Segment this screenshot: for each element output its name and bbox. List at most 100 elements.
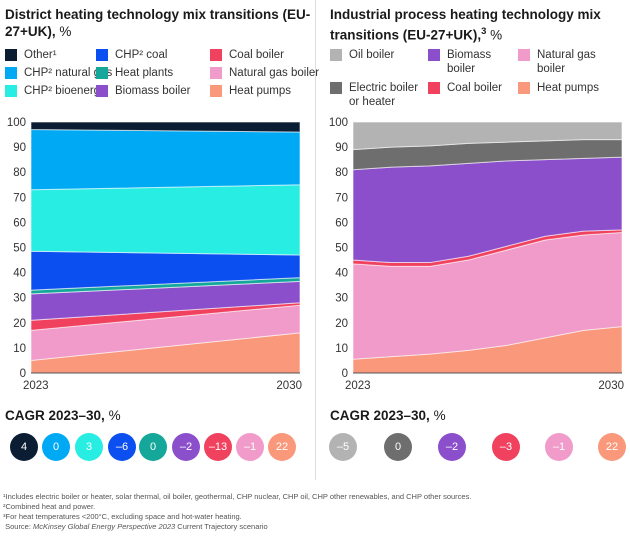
legend-label: CHP² bioenergy [24, 85, 106, 97]
legend-label: Coal boiler [229, 49, 284, 61]
cagr-badge-electric-boiler-or-heater: 0 [384, 433, 412, 461]
cagr-badge-biomass-boiler: –2 [172, 433, 200, 461]
footnote-2: ²Combined heat and power. [3, 502, 96, 511]
legend-label: Electric boiler or heater [349, 82, 419, 108]
legend-label: Natural gas boiler [537, 49, 596, 75]
right-chart-title: Industrial process heating technology mi… [330, 6, 630, 44]
y-tick-label: 40 [335, 268, 348, 280]
legend-swatch [518, 49, 530, 61]
y-tick-label: 50 [335, 243, 348, 255]
cagr-badge-coal-boiler: –13 [204, 433, 232, 461]
area-chp-natural-gas [30, 129, 301, 191]
cagr-badge-heat-pumps: 22 [598, 433, 626, 461]
legend-item-electric-boiler-or-heater: Electric boiler or heater [330, 81, 421, 109]
cagr-badge-coal-boiler: –3 [492, 433, 520, 461]
cagr-badge-natural-gas-boiler: –1 [545, 433, 573, 461]
legend-label: Heat plants [115, 67, 174, 79]
cagr-badge-other: 4 [10, 433, 38, 461]
x-tick-label: 2023 [23, 380, 49, 392]
y-tick-label: 80 [335, 167, 348, 179]
footnote-ref: 3 [481, 26, 487, 37]
y-tick-label: 70 [335, 192, 348, 204]
legend-swatch [96, 49, 108, 61]
x-tick-label: 2030 [276, 380, 302, 392]
y-tick-label: 40 [13, 268, 26, 280]
title-text: District heating technology mix transiti… [5, 7, 311, 39]
cagr-badge-heat-plants: 0 [139, 433, 167, 461]
y-tick-label: 30 [13, 293, 26, 305]
footnotes: ¹Includes electric boiler or heater, sol… [3, 492, 471, 532]
legend-label: CHP² natural gas [24, 67, 113, 79]
y-tick-label: 0 [342, 368, 348, 380]
legend-label: Heat pumps [537, 82, 600, 94]
cagr-badge-chp-coal: –6 [108, 433, 136, 461]
left-chart-title: District heating technology mix transiti… [5, 6, 315, 40]
legend-swatch [518, 82, 530, 94]
legend-item-heat-plants: Heat plants [96, 66, 173, 80]
area-oil-boiler [352, 121, 623, 151]
source: Source: McKinsey Global Energy Perspecti… [3, 522, 471, 532]
y-tick-label: 90 [335, 142, 348, 154]
y-tick-label: 100 [7, 117, 26, 129]
area-chp-bioenergy [30, 184, 301, 256]
legend-label: Coal boiler [447, 82, 502, 94]
legend-item-coal-boiler: Coal boiler [210, 48, 284, 62]
footnote-3: ³For heat temperatures <200°C, excluding… [3, 512, 242, 521]
source-suffix: Current Trajectory scenario [175, 522, 268, 531]
cagr-badge-oil-boiler: –5 [329, 433, 357, 461]
legend-item-chp-coal: CHP² coal [96, 48, 167, 62]
cagr-badge-chp-natural-gas: 0 [42, 433, 70, 461]
title-unit: % [59, 24, 72, 39]
y-tick-label: 30 [335, 293, 348, 305]
legend-label: Other¹ [24, 49, 57, 61]
legend-swatch [96, 67, 108, 79]
y-tick-label: 50 [13, 243, 26, 255]
legend-swatch [330, 82, 342, 94]
legend-item-oil-boiler: Oil boiler [330, 48, 421, 62]
left-cagr-title: CAGR 2023–30, % [5, 408, 121, 423]
legend-swatch [210, 67, 222, 79]
source-prefix: Source: [5, 522, 34, 531]
title-text: Industrial process heating technology mi… [330, 7, 601, 43]
footnote-1: ¹Includes electric boiler or heater, sol… [3, 492, 472, 501]
cagr-unit: % [433, 408, 446, 423]
legend-item-heat-pumps: Heat pumps [210, 84, 291, 98]
legend-swatch [96, 85, 108, 97]
legend-item-natural-gas-boiler: Natural gas boiler [518, 48, 607, 76]
title-unit: % [490, 27, 503, 43]
cagr-badge-biomass-boiler: –2 [438, 433, 466, 461]
area-other [30, 121, 301, 133]
legend-item-biomass-boiler: Biomass boiler [96, 84, 190, 98]
divider [315, 0, 316, 480]
legend-label: Biomass boiler [447, 49, 492, 75]
legend-item-coal-boiler: Coal boiler [428, 81, 517, 95]
legend-label: Natural gas boiler [229, 67, 320, 79]
y-tick-label: 20 [13, 318, 26, 330]
legend-swatch [428, 82, 440, 94]
source-publication: McKinsey Global Energy Perspective 2023 [33, 522, 176, 531]
x-tick-label: 2023 [345, 380, 371, 392]
legend-label: Biomass boiler [115, 85, 191, 97]
legend-label: Oil boiler [349, 49, 395, 61]
legend-label: CHP² coal [115, 49, 168, 61]
legend-item-chp-natural-gas: CHP² natural gas [5, 66, 112, 80]
y-tick-label: 60 [335, 217, 348, 229]
y-tick-label: 10 [335, 343, 348, 355]
legend-swatch [5, 49, 17, 61]
y-tick-label: 0 [20, 368, 26, 380]
legend-swatch [5, 67, 17, 79]
cagr-badge-chp-bioenergy: 3 [75, 433, 103, 461]
legend-item-chp-bioenergy: CHP² bioenergy [5, 84, 106, 98]
legend-swatch [428, 49, 440, 61]
legend-swatch [210, 85, 222, 97]
legend-swatch [330, 49, 342, 61]
y-tick-label: 100 [329, 117, 348, 129]
legend-item-other: Other¹ [5, 48, 57, 62]
y-tick-label: 70 [13, 192, 26, 204]
y-tick-label: 90 [13, 142, 26, 154]
legend-swatch [210, 49, 222, 61]
y-tick-label: 10 [13, 343, 26, 355]
x-tick-label: 2030 [598, 380, 624, 392]
